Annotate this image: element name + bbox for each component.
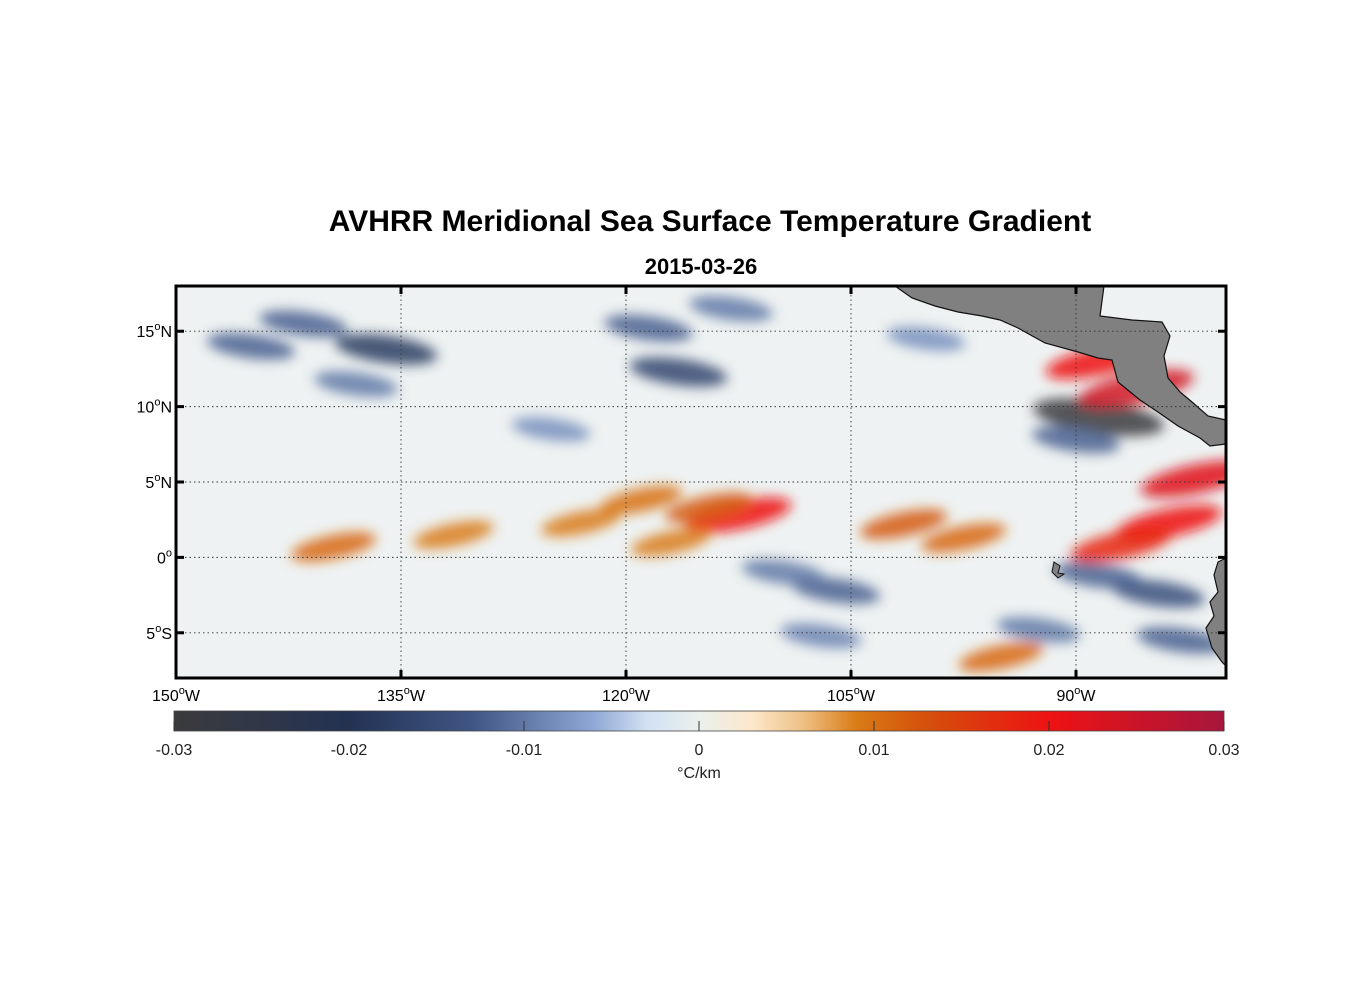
- gradient-feature: [599, 485, 683, 515]
- land-layer: [893, 286, 1226, 667]
- gradient-feature: [291, 532, 376, 562]
- map-frame: [174, 284, 1228, 680]
- gradient-feature: [413, 520, 494, 549]
- lat-tick-label: 5oS: [146, 623, 172, 643]
- lon-tick-label: 90oW: [1056, 685, 1096, 705]
- gradient-feature: [604, 314, 693, 342]
- gradient-feature: [1070, 528, 1172, 563]
- land-central-america: [893, 286, 1226, 447]
- latitude-labels: 15oN 10oN 5oN 0o 5oS: [137, 321, 172, 643]
- gradient-feature: [629, 357, 728, 387]
- gradient-feature: [685, 497, 792, 534]
- map-area: 15oN 10oN 5oN 0o 5oS 150oW 135oW 120oW 105oW 90o…: [137, 284, 1228, 705]
- colorbar-tick-label: 0.03: [1208, 742, 1239, 759]
- colorbar-ticks: -0.03 -0.02 -0.01 0 0.01 0.02 0.03: [156, 721, 1240, 759]
- gradient-feature: [259, 310, 348, 338]
- colorbar-tick-label: 0: [695, 742, 704, 759]
- lon-tick-label: 120oW: [602, 685, 651, 705]
- gradient-feature: [1136, 626, 1226, 654]
- colorbar-tick-label: -0.02: [331, 742, 368, 759]
- colorbar-tick-label: 0.02: [1033, 742, 1064, 759]
- gradient-feature: [511, 416, 591, 442]
- gradient-feature: [334, 333, 438, 365]
- gradient-feature: [314, 371, 398, 397]
- land-south-america: [1205, 557, 1226, 667]
- gradient-feature: [780, 623, 862, 649]
- lon-tick-label: 105oW: [827, 685, 876, 705]
- lat-tick-label: 5oN: [145, 472, 172, 492]
- gradient-feature: [631, 528, 711, 557]
- land-galapagos: [1051, 561, 1066, 579]
- colorbar-tick-label: 0.01: [858, 742, 889, 759]
- colorbar-tick-label: -0.01: [506, 742, 543, 759]
- lat-tick-label: 15oN: [137, 321, 172, 341]
- gradient-feature: [541, 508, 621, 537]
- gradient-feature: [921, 523, 1006, 553]
- lat-tick-label: 0o: [157, 547, 172, 567]
- colorbar-label: °C/km: [677, 765, 721, 782]
- gradient-feature: [996, 616, 1081, 643]
- gradient-feature: [206, 332, 296, 360]
- gradient-feature: [1140, 460, 1226, 498]
- gradient-feature: [958, 642, 1044, 672]
- lat-tick-label: 10oN: [137, 397, 172, 417]
- longitude-labels: 150oW 135oW 120oW 105oW 90oW: [152, 685, 1096, 705]
- colorbar-tick-label: -0.03: [156, 742, 193, 759]
- gradient-field: [206, 295, 1226, 672]
- lon-tick-label: 135oW: [377, 685, 426, 705]
- colorbar: -0.03 -0.02 -0.01 0 0.01 0.02 0.03 °C/km: [156, 710, 1240, 782]
- lon-tick-label: 150oW: [152, 685, 201, 705]
- map-subtitle: 2015-03-26: [644, 254, 758, 279]
- map-title: AVHRR Meridional Sea Surface Temperature…: [328, 205, 1092, 238]
- gradient-feature: [886, 326, 966, 352]
- gradient-feature: [664, 492, 753, 523]
- gradient-feature: [689, 295, 773, 322]
- gradient-feature: [1054, 561, 1143, 589]
- gradient-feature: [741, 559, 826, 586]
- gradient-feature: [859, 509, 948, 540]
